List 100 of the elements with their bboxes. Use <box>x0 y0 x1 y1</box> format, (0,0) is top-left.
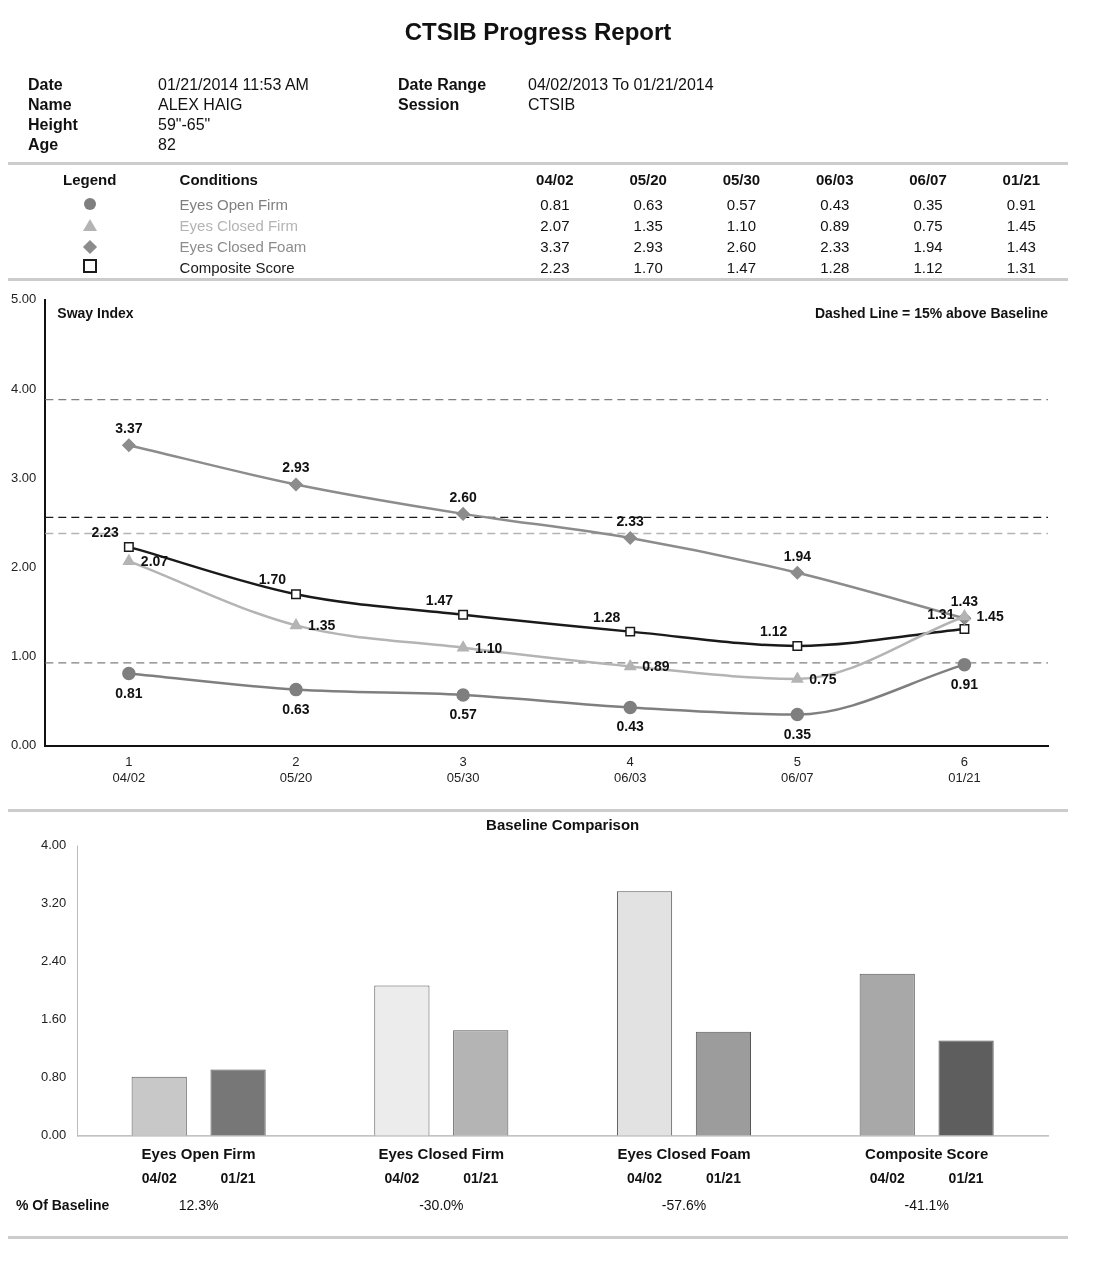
y-tick-label: 5.00 <box>10 291 37 307</box>
text: 0.75 <box>913 217 943 234</box>
text: 0.91 <box>1006 196 1036 213</box>
y-tick-label: 0.80 <box>41 1069 67 1084</box>
text: 1.43 <box>1006 238 1036 255</box>
data-label: 0.81 <box>115 684 143 701</box>
point <box>289 477 303 492</box>
text: 12.3% <box>178 1197 219 1214</box>
text: 0.43 <box>820 196 850 213</box>
data-label: 2.60 <box>449 488 477 505</box>
text: % Of Baseline <box>16 1197 110 1214</box>
point <box>456 688 470 702</box>
y-tick-label: 3.20 <box>41 895 67 911</box>
point <box>959 623 970 634</box>
point <box>792 640 803 651</box>
point <box>790 566 805 580</box>
text: Name <box>28 96 73 114</box>
data-label: 2.23 <box>91 523 120 540</box>
y-tick-label: 2.00 <box>10 558 37 574</box>
text: 2.33 <box>820 238 850 255</box>
text: 1.12 <box>913 259 943 276</box>
text: Eyes Closed Firm <box>178 216 299 236</box>
x-tick-label: 5 06/07 <box>781 754 814 785</box>
data-label: 0.43 <box>616 718 645 735</box>
text: 04/02/2013 To 01/21/2014 <box>528 76 714 94</box>
point <box>123 541 134 552</box>
text: Date Range <box>398 76 488 94</box>
data-label: 1.35 <box>307 617 336 634</box>
x-tick-label: 6 01/21 <box>948 754 981 785</box>
text: Conditions <box>178 170 259 190</box>
data-label: 0.91 <box>950 675 979 692</box>
text: 2.23 <box>540 259 570 276</box>
text: 1.94 <box>913 238 943 255</box>
y-tick-label: 3.00 <box>10 469 37 485</box>
text: 1.47 <box>726 259 757 276</box>
text: 01/21/2014 11:53 AM <box>158 76 309 94</box>
point <box>122 438 136 452</box>
data-label: 1.70 <box>258 571 287 588</box>
text: 04/02 <box>535 170 575 190</box>
data-label: 1.10 <box>475 639 503 656</box>
point <box>122 554 135 565</box>
text: 04/02 <box>627 1169 663 1186</box>
data-label: 2.33 <box>616 512 645 529</box>
text: 05/20 <box>628 170 668 190</box>
chart-subtitle: Dashed Line = 15% above Baseline <box>814 304 1049 321</box>
point <box>791 672 804 683</box>
text: CTSIB <box>528 96 576 114</box>
x-tick-label: Eyes Closed Foam <box>617 1146 751 1163</box>
text: -41.1% <box>904 1197 949 1214</box>
y-axis-title: Sway Index <box>57 304 134 321</box>
point <box>289 682 303 697</box>
point <box>957 657 972 672</box>
point <box>458 609 469 620</box>
text: ALEX HAIG <box>158 96 243 114</box>
text: -57.6% <box>661 1197 707 1214</box>
data-label: 0.35 <box>783 725 812 742</box>
point <box>790 707 805 722</box>
text: Eyes Open Firm <box>178 195 289 215</box>
text: Date <box>28 76 64 94</box>
text: 2.93 <box>633 238 663 255</box>
x-tick-label: Eyes Closed Firm <box>378 1146 505 1163</box>
x-tick-label: 2 05/20 <box>279 754 313 785</box>
data-label: 0.89 <box>642 658 670 675</box>
text: 1.35 <box>633 217 663 234</box>
point <box>625 626 636 637</box>
text: 1.45 <box>1006 217 1036 234</box>
text: 01/21 <box>463 1169 499 1186</box>
y-tick-label: 0.00 <box>41 1127 67 1142</box>
legend-title: Legend <box>62 170 118 190</box>
text: 01/21 <box>705 1169 741 1186</box>
chart-title: CTSIB Progress Report <box>403 18 673 46</box>
y-tick-label: 4.00 <box>41 837 67 853</box>
text: 82 <box>158 136 176 154</box>
data-label: 1.45 <box>976 608 1004 625</box>
text: Height <box>28 116 79 134</box>
text: 0.81 <box>540 196 570 213</box>
point <box>290 589 301 600</box>
text: 0.89 <box>820 217 850 234</box>
data-label: 3.37 <box>115 420 143 437</box>
text: 04/02 <box>141 1169 177 1186</box>
point <box>958 609 971 621</box>
point <box>290 618 302 630</box>
text: 59"-65" <box>158 116 211 134</box>
data-label: 2.93 <box>282 459 310 476</box>
y-tick-label: 2.40 <box>41 953 67 968</box>
text: 1.10 <box>726 217 757 234</box>
x-tick-label: Composite Score <box>865 1146 989 1163</box>
point <box>623 531 637 545</box>
point <box>457 640 470 652</box>
text: 01/21 <box>220 1169 256 1186</box>
text: 3.37 <box>540 238 570 255</box>
x-tick-label: 3 05/30 <box>446 754 480 785</box>
y-tick-label: 1.60 <box>41 1011 67 1026</box>
data-label: 1.94 <box>783 547 812 564</box>
text: 0.63 <box>633 196 663 213</box>
text: 2.07 <box>540 217 570 234</box>
text: 1.28 <box>820 259 850 276</box>
data-label: 0.75 <box>809 670 837 687</box>
text: -30.0% <box>419 1197 464 1214</box>
text: Age <box>28 136 60 154</box>
